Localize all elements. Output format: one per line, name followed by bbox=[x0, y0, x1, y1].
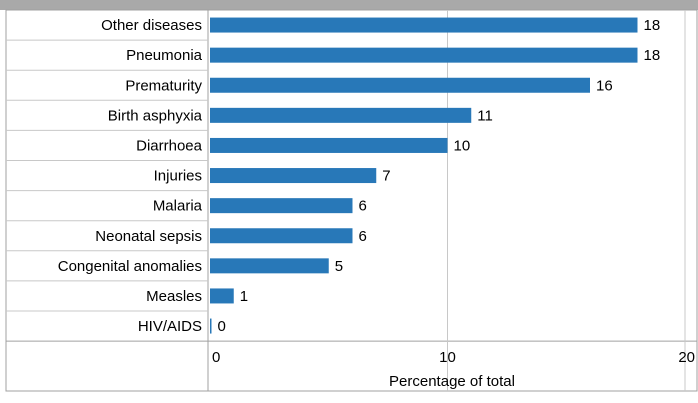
data-label: 18 bbox=[644, 17, 661, 34]
data-label: 7 bbox=[382, 168, 390, 185]
category-label: Prematurity bbox=[125, 77, 202, 94]
bars-layer bbox=[210, 17, 638, 334]
category-label: Pneumonia bbox=[126, 47, 203, 64]
bar bbox=[210, 77, 590, 93]
x-axis-label: Percentage of total bbox=[389, 373, 515, 390]
bar bbox=[210, 107, 472, 123]
bar bbox=[210, 168, 377, 184]
data-label: 5 bbox=[335, 258, 343, 275]
category-label: Diarrhoea bbox=[136, 137, 203, 154]
category-label: Injuries bbox=[154, 168, 202, 185]
bar bbox=[210, 137, 448, 153]
x-tick-label: 20 bbox=[678, 349, 695, 366]
category-label: HIV/AIDS bbox=[138, 318, 202, 335]
category-labels: Other diseases Pneumonia Prematurity Birth … bbox=[58, 17, 203, 335]
data-label: 10 bbox=[454, 137, 471, 154]
bar bbox=[210, 198, 353, 214]
chart-frame bbox=[5, 9, 698, 392]
data-label: 11 bbox=[477, 107, 493, 124]
x-tick-label: 0 bbox=[212, 349, 220, 366]
bar bbox=[210, 47, 638, 63]
category-label: Malaria bbox=[153, 198, 203, 215]
data-label: 16 bbox=[596, 77, 613, 94]
data-label: 6 bbox=[359, 228, 367, 245]
data-label: 0 bbox=[218, 318, 226, 335]
header-band bbox=[0, 0, 698, 10]
bar bbox=[210, 258, 329, 274]
data-label: 1 bbox=[240, 288, 248, 305]
category-label: Other diseases bbox=[101, 17, 202, 34]
x-tick-label: 10 bbox=[439, 349, 456, 366]
grid-layer bbox=[5, 9, 698, 392]
data-label: 6 bbox=[359, 198, 367, 215]
header-strip bbox=[0, 0, 698, 10]
bar bbox=[210, 228, 353, 244]
bar bbox=[210, 288, 234, 304]
data-label: 18 bbox=[644, 47, 661, 64]
category-label: Neonatal sepsis bbox=[95, 228, 202, 245]
x-axis: 0 10 20 bbox=[212, 349, 695, 366]
category-label: Measles bbox=[146, 288, 202, 305]
category-label: Birth asphyxia bbox=[108, 107, 203, 124]
category-label: Congenital anomalies bbox=[58, 258, 202, 275]
bar bbox=[210, 17, 638, 33]
bar bbox=[210, 318, 212, 334]
